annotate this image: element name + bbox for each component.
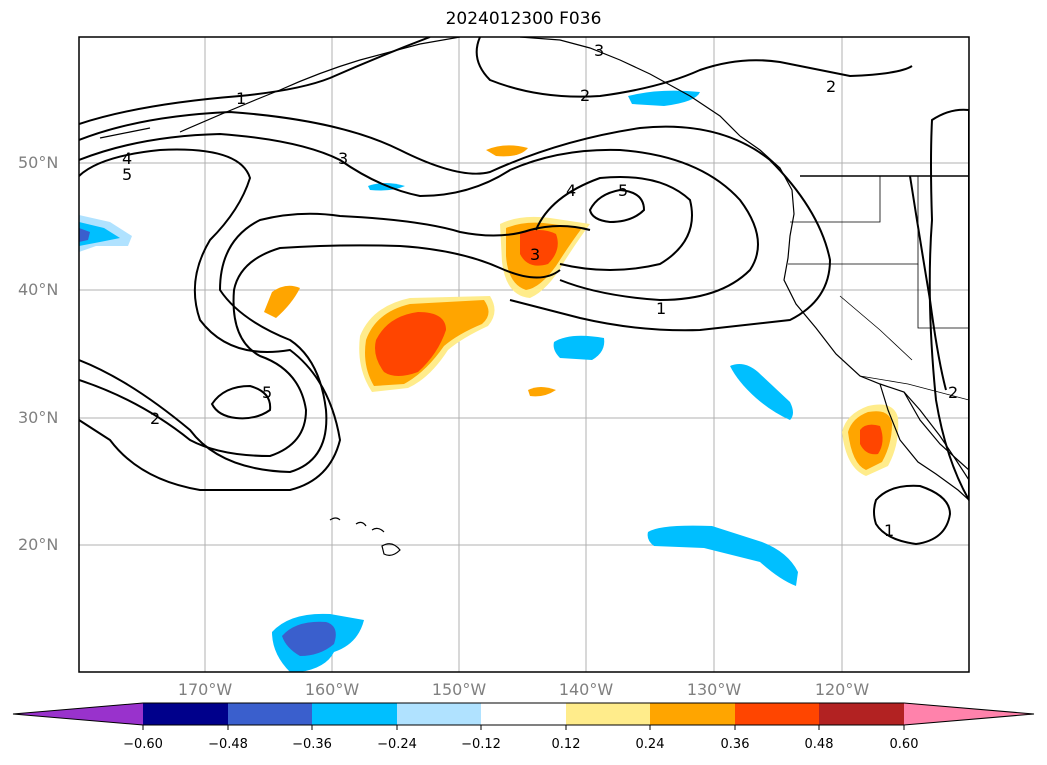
contour-label: 4: [566, 181, 576, 200]
coastlines: [99, 37, 969, 556]
contour-label: 2: [948, 383, 958, 402]
colorbar-tick-label: 0.36: [720, 737, 750, 752]
shade-blob-large-orange: [359, 296, 495, 392]
shade-blob-small-orange: [486, 145, 528, 157]
shade-blob-alaska: [628, 90, 700, 106]
contour-label: 2: [150, 409, 160, 428]
colorbar-segment: [566, 703, 650, 725]
contour-label: 3: [338, 149, 348, 168]
shade-blob-south-cyan: [647, 525, 798, 586]
lon-label: 170°W: [177, 680, 233, 699]
colorbar-tick-label: −0.36: [292, 737, 332, 752]
contour-label: 1: [884, 521, 894, 540]
lon-label: 140°W: [558, 680, 614, 699]
shade-blob-baja: [842, 404, 899, 476]
colorbar-tick-label: 0.48: [804, 737, 834, 752]
contour-label: 2: [826, 77, 836, 96]
shade-blob-mid-cyan: [553, 335, 605, 360]
colorbar-segment: [312, 703, 397, 725]
contour-label: 5: [122, 165, 132, 184]
lon-label: 150°W: [431, 680, 487, 699]
shade-blob-tiny-orange: [528, 387, 556, 397]
shade-blob-central-north: [500, 216, 590, 298]
lon-label: 120°W: [814, 680, 870, 699]
contour-label: 3: [530, 245, 540, 264]
colorbar-segment: [650, 703, 735, 725]
contour-label: 2: [580, 86, 590, 105]
colorbar-tick-label: 0.24: [635, 737, 665, 752]
lon-label: 130°W: [686, 680, 742, 699]
lat-label: 40°N: [18, 280, 59, 299]
colorbar-segment: [143, 703, 228, 725]
map-content: 1 1 1 2 2 2 2 3 3 3 4 4 5 5 5: [79, 37, 969, 672]
colorbar-tick-label: −0.24: [377, 737, 417, 752]
contour-label-group: 1 1 1 2 2 2 2 3 3 3 4 4 5 5 5: [122, 41, 958, 540]
colorbar-tick-label: 0.12: [551, 737, 581, 752]
colorbar-segment: [481, 703, 566, 725]
lon-label: 160°W: [304, 680, 360, 699]
lat-label: 50°N: [18, 153, 59, 172]
colorbar-extend-low: [13, 703, 143, 725]
colorbar-tick-label: −0.12: [461, 737, 501, 752]
contour-label: 5: [618, 181, 628, 200]
colorbar-segment: [819, 703, 904, 725]
contours: [79, 37, 969, 546]
contour-label: 1: [236, 89, 246, 108]
lat-label: 20°N: [18, 535, 59, 554]
shade-blob-west-orange: [264, 285, 300, 318]
colorbar-tick-label: 0.60: [889, 737, 919, 752]
shade-blob-east-cyan: [730, 364, 793, 420]
colorbar: [12, 702, 1035, 730]
colorbar-tick-marks: [142, 725, 905, 730]
colorbar-segment: [735, 703, 819, 725]
colorbar-segment: [397, 703, 481, 725]
shade-blob-southwest: [272, 613, 364, 672]
colorbar-extend-high: [904, 703, 1034, 725]
contour-label: 5: [262, 383, 272, 402]
colorbar-tick-label: −0.48: [208, 737, 248, 752]
colorbar-segment: [228, 703, 312, 725]
contour-label: 3: [594, 41, 604, 60]
shade-blob-west-edge: [79, 215, 132, 252]
graticule: [79, 37, 969, 672]
shaded-anomalies: [79, 90, 899, 672]
contour-label: 4: [122, 149, 132, 168]
lat-label: 30°N: [18, 408, 59, 427]
map-frame: [78, 36, 970, 673]
colorbar-tick-label: −0.60: [123, 737, 163, 752]
contour-label: 1: [656, 299, 666, 318]
map-title: 2024012300 F036: [445, 9, 602, 29]
